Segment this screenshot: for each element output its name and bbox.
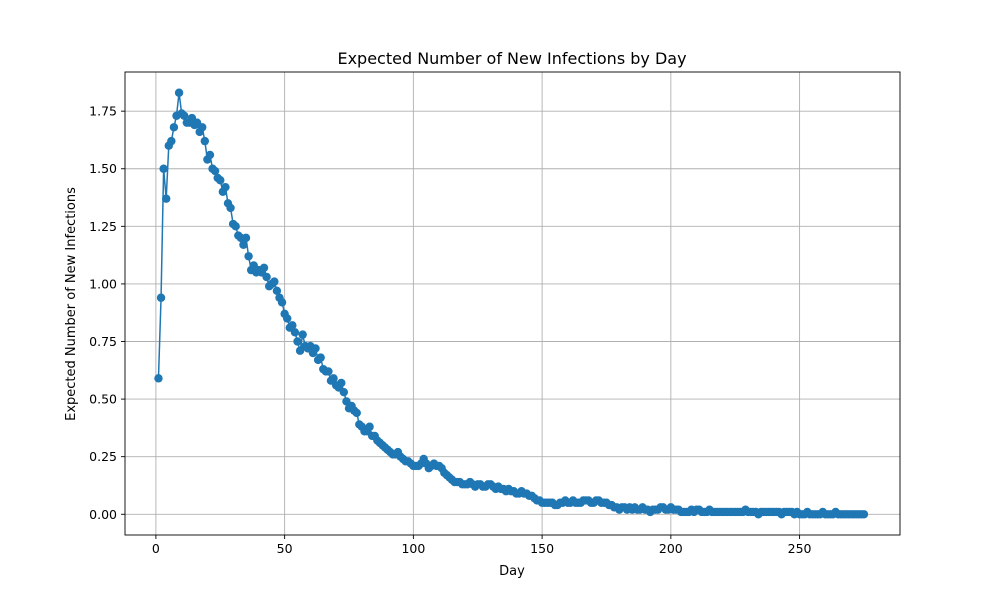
data-point	[293, 337, 302, 346]
data-point	[205, 150, 215, 160]
data-point	[262, 272, 271, 282]
y-tick-label: 1.50	[89, 161, 117, 176]
plot-frame	[124, 71, 901, 536]
data-point	[216, 176, 225, 185]
data-point	[290, 328, 300, 337]
y-tick-label: 1.00	[89, 276, 117, 291]
data-point	[324, 367, 333, 376]
data-point	[277, 298, 287, 307]
data-point	[337, 378, 346, 388]
y-tick-label: 0.75	[89, 334, 117, 349]
x-tick-label: 250	[788, 541, 812, 556]
data-point	[210, 166, 220, 176]
y-tick-label: 1.25	[89, 219, 117, 234]
data-point	[298, 330, 307, 339]
data-point	[329, 374, 338, 383]
x-axis: 0 50 100 150 200 250	[152, 535, 812, 556]
data-point	[174, 88, 184, 97]
y-axis: 0.00 0.25 0.50 0.75 1.00 1.25 1.50 1.75	[89, 104, 125, 522]
series-layer	[154, 88, 869, 519]
data-point	[365, 422, 374, 431]
data-point	[167, 136, 176, 146]
data-point	[162, 194, 171, 203]
data-point	[198, 123, 207, 132]
y-tick-label: 0.25	[89, 449, 117, 464]
data-point	[180, 111, 189, 120]
x-tick-label: 50	[277, 541, 293, 556]
grid	[125, 72, 900, 535]
data-point	[283, 314, 292, 323]
y-tick-label: 0.50	[89, 392, 117, 407]
data-point	[239, 240, 248, 249]
x-tick-label: 150	[530, 541, 554, 556]
data-point	[200, 136, 210, 146]
data-point	[159, 164, 168, 173]
data-point	[169, 123, 179, 132]
data-point	[156, 293, 166, 302]
data-point	[226, 203, 235, 213]
data-point	[231, 222, 240, 231]
data-point	[241, 233, 251, 243]
data-point	[259, 263, 269, 272]
data-point	[352, 408, 361, 418]
y-tick-label: 0.00	[89, 507, 117, 522]
data-point	[859, 510, 869, 519]
y-tick-label: 1.75	[89, 104, 117, 119]
data-point	[154, 374, 163, 383]
x-axis-label: Day	[499, 564, 525, 579]
data-point	[339, 387, 349, 397]
data-point	[221, 182, 230, 192]
data-point	[272, 286, 282, 296]
y-axis-label: Expected Number of New Infections	[64, 187, 79, 421]
data-point	[311, 344, 320, 353]
x-tick-label: 200	[659, 541, 683, 556]
x-tick-label: 100	[401, 541, 425, 556]
data-point	[270, 277, 279, 286]
data-point	[244, 252, 253, 261]
data-point	[316, 353, 325, 362]
chart-title: Expected Number of New Infections by Day	[337, 49, 686, 68]
data-point	[288, 321, 297, 330]
x-tick-label: 0	[152, 541, 160, 556]
